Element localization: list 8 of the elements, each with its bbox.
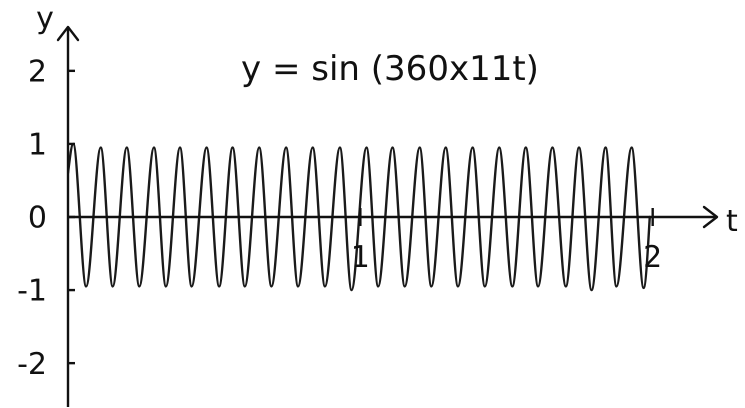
x-axis-title: t [726,204,738,239]
y-tick-label: -2 [17,346,47,382]
y-tick-label: 1 [28,128,47,163]
y-axis-title: y [36,1,54,36]
y-tick-label: 0 [28,200,47,236]
y-tick-label: 2 [28,54,47,90]
y-tick-label: -1 [17,274,47,309]
text: y = sin (360x11t) [240,49,540,89]
